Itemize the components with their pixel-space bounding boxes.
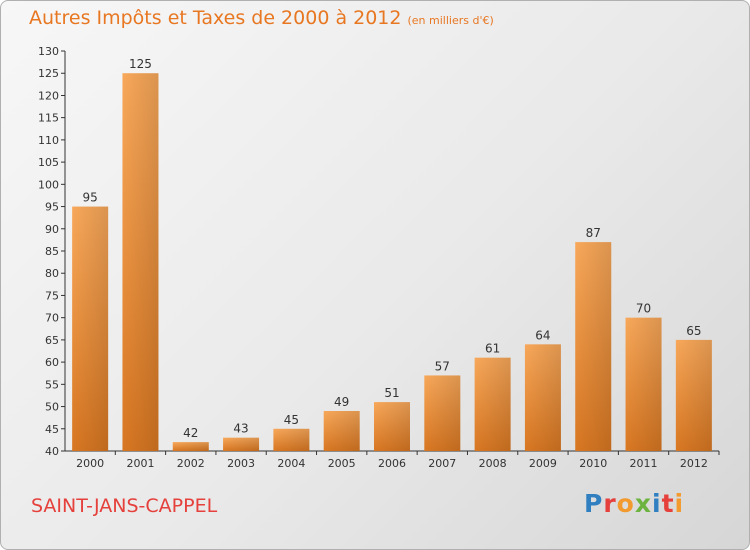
bar-shade: [625, 317, 662, 451]
x-tick-label: 2011: [630, 457, 658, 470]
y-tick-label: 60: [45, 356, 59, 369]
logo-letter: x: [634, 489, 652, 518]
logo-letter: r: [603, 489, 617, 518]
y-tick-label: 95: [45, 201, 59, 214]
bar-shade: [575, 242, 612, 451]
x-tick-label: 2005: [328, 457, 356, 470]
y-tick-label: 100: [38, 178, 59, 191]
logo-letter: o: [616, 489, 635, 518]
x-tick-label: 2010: [579, 457, 607, 470]
y-tick-label: 50: [45, 401, 59, 414]
bar-shade: [323, 411, 360, 451]
x-tick-label: 2003: [227, 457, 255, 470]
y-tick-label: 110: [38, 134, 59, 147]
x-tick-label: 2004: [277, 457, 305, 470]
logo-letter: i: [674, 489, 685, 518]
bar-value-label: 51: [384, 386, 399, 400]
x-tick-label: 2009: [529, 457, 557, 470]
x-tick-label: 2007: [428, 457, 456, 470]
y-tick-label: 65: [45, 334, 59, 347]
bar-shade: [122, 73, 159, 451]
bar-value-label: 95: [83, 191, 98, 205]
bar-value-label: 57: [435, 359, 450, 373]
x-tick-label: 2008: [479, 457, 507, 470]
bar-value-label: 61: [485, 342, 500, 356]
y-tick-label: 125: [38, 67, 59, 80]
y-tick-label: 115: [38, 112, 59, 125]
x-tick-label: 2012: [680, 457, 708, 470]
chart-title-text: Autres Impôts et Taxes de 2000 à 2012: [29, 7, 402, 29]
bar-value-label: 65: [686, 324, 701, 338]
bar-shade: [374, 402, 410, 451]
bar-value-label: 125: [129, 57, 152, 71]
x-tick-label: 2001: [126, 457, 154, 470]
y-tick-label: 90: [45, 223, 59, 236]
y-tick-label: 105: [38, 156, 59, 169]
bar-shade: [474, 357, 511, 451]
y-tick-label: 40: [45, 445, 59, 458]
x-tick-label: 2006: [378, 457, 406, 470]
logo-letter: i: [652, 489, 662, 518]
bar-value-label: 87: [586, 226, 601, 240]
bar-value-label: 43: [233, 422, 248, 436]
bar-shade: [675, 339, 712, 451]
logo-letter: t: [661, 489, 675, 518]
chart-title: Autres Impôts et Taxes de 2000 à 2012 (en…: [29, 7, 494, 29]
bar-value-label: 42: [183, 426, 198, 440]
bar-shade: [223, 437, 260, 451]
bar-shade: [72, 206, 109, 451]
y-tick-label: 70: [45, 312, 59, 325]
city-name: SAINT-JANS-CAPPEL: [31, 495, 218, 517]
y-tick-label: 45: [45, 423, 59, 436]
bar-value-label: 70: [636, 302, 651, 316]
y-tick-label: 120: [38, 89, 59, 102]
chart-subtitle: (en milliers d'€): [407, 14, 494, 27]
bar-value-label: 45: [284, 413, 299, 427]
logo-letter: P: [584, 489, 604, 518]
x-tick-label: 2002: [177, 457, 205, 470]
y-tick-label: 75: [45, 289, 59, 302]
y-tick-label: 85: [45, 245, 59, 258]
bar-shade: [524, 344, 561, 451]
bar-value-label: 64: [535, 328, 550, 342]
bar-value-label: 49: [334, 395, 349, 409]
bar-shade: [273, 428, 310, 451]
proxiti-logo: Proxiti: [584, 489, 684, 518]
bar-shade: [172, 442, 209, 451]
x-tick-label: 2000: [76, 457, 104, 470]
y-tick-label: 55: [45, 378, 59, 391]
bar-shade: [424, 375, 461, 451]
y-tick-label: 80: [45, 267, 59, 280]
y-tick-label: 130: [38, 45, 59, 58]
